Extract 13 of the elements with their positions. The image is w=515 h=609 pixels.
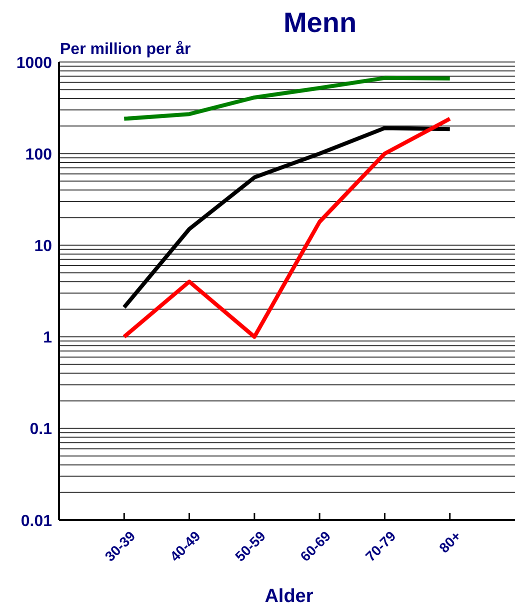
chart-title: Menn [283,7,357,38]
y-tick-label: 1 [43,330,52,347]
x-axis-title: Alder [264,586,314,607]
y-tick-label: 1000 [16,54,52,72]
line-series [122,126,452,310]
x-tick-label: 80+ [436,528,464,556]
line-series [122,76,452,121]
y-tick-label: 10 [34,238,52,255]
y-tick-label: 0.01 [20,512,52,530]
y-tick-label: 100 [25,146,52,164]
y-tick-label: 0.1 [30,421,52,438]
y-axis-title: Per million per år [60,40,191,58]
line-series [122,116,452,339]
